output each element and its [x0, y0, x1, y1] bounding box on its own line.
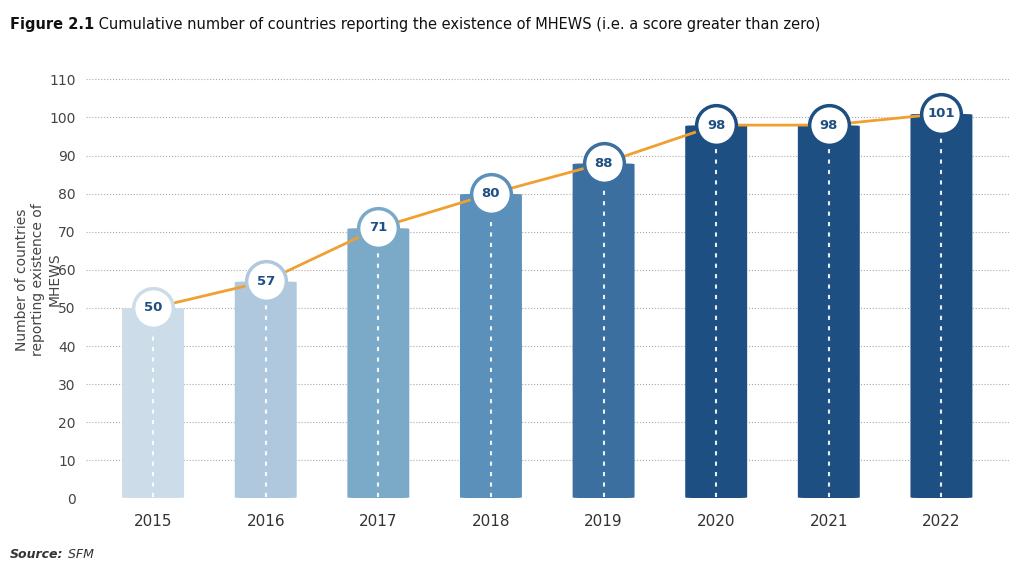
Text: Figure 2.1: Figure 2.1	[10, 17, 94, 32]
Point	[933, 109, 949, 118]
Text: 101: 101	[928, 107, 955, 120]
Point	[595, 159, 611, 168]
Text: Source:: Source:	[10, 548, 63, 561]
Point	[145, 303, 162, 312]
Text: 71: 71	[370, 222, 387, 234]
Text: 80: 80	[481, 187, 500, 200]
FancyBboxPatch shape	[572, 163, 635, 498]
Text: 88: 88	[594, 156, 612, 170]
Point	[482, 189, 499, 198]
Point	[370, 223, 386, 232]
Y-axis label: Number of countries
reporting existence of
MHEWS: Number of countries reporting existence …	[15, 203, 61, 356]
FancyBboxPatch shape	[798, 125, 860, 498]
Point	[708, 121, 724, 130]
Point	[820, 121, 837, 130]
Text: Cumulative number of countries reporting the existence of MHEWS (i.e. a score gr: Cumulative number of countries reporting…	[94, 17, 821, 32]
FancyBboxPatch shape	[910, 113, 973, 498]
Point	[257, 277, 273, 286]
Text: SFM: SFM	[63, 548, 93, 561]
FancyBboxPatch shape	[347, 228, 410, 498]
Text: 57: 57	[257, 275, 274, 288]
FancyBboxPatch shape	[460, 194, 522, 498]
FancyBboxPatch shape	[685, 125, 748, 498]
Text: 50: 50	[144, 302, 162, 315]
FancyBboxPatch shape	[234, 281, 297, 498]
FancyBboxPatch shape	[122, 308, 184, 498]
Text: 98: 98	[819, 119, 838, 132]
Text: 98: 98	[707, 119, 725, 132]
